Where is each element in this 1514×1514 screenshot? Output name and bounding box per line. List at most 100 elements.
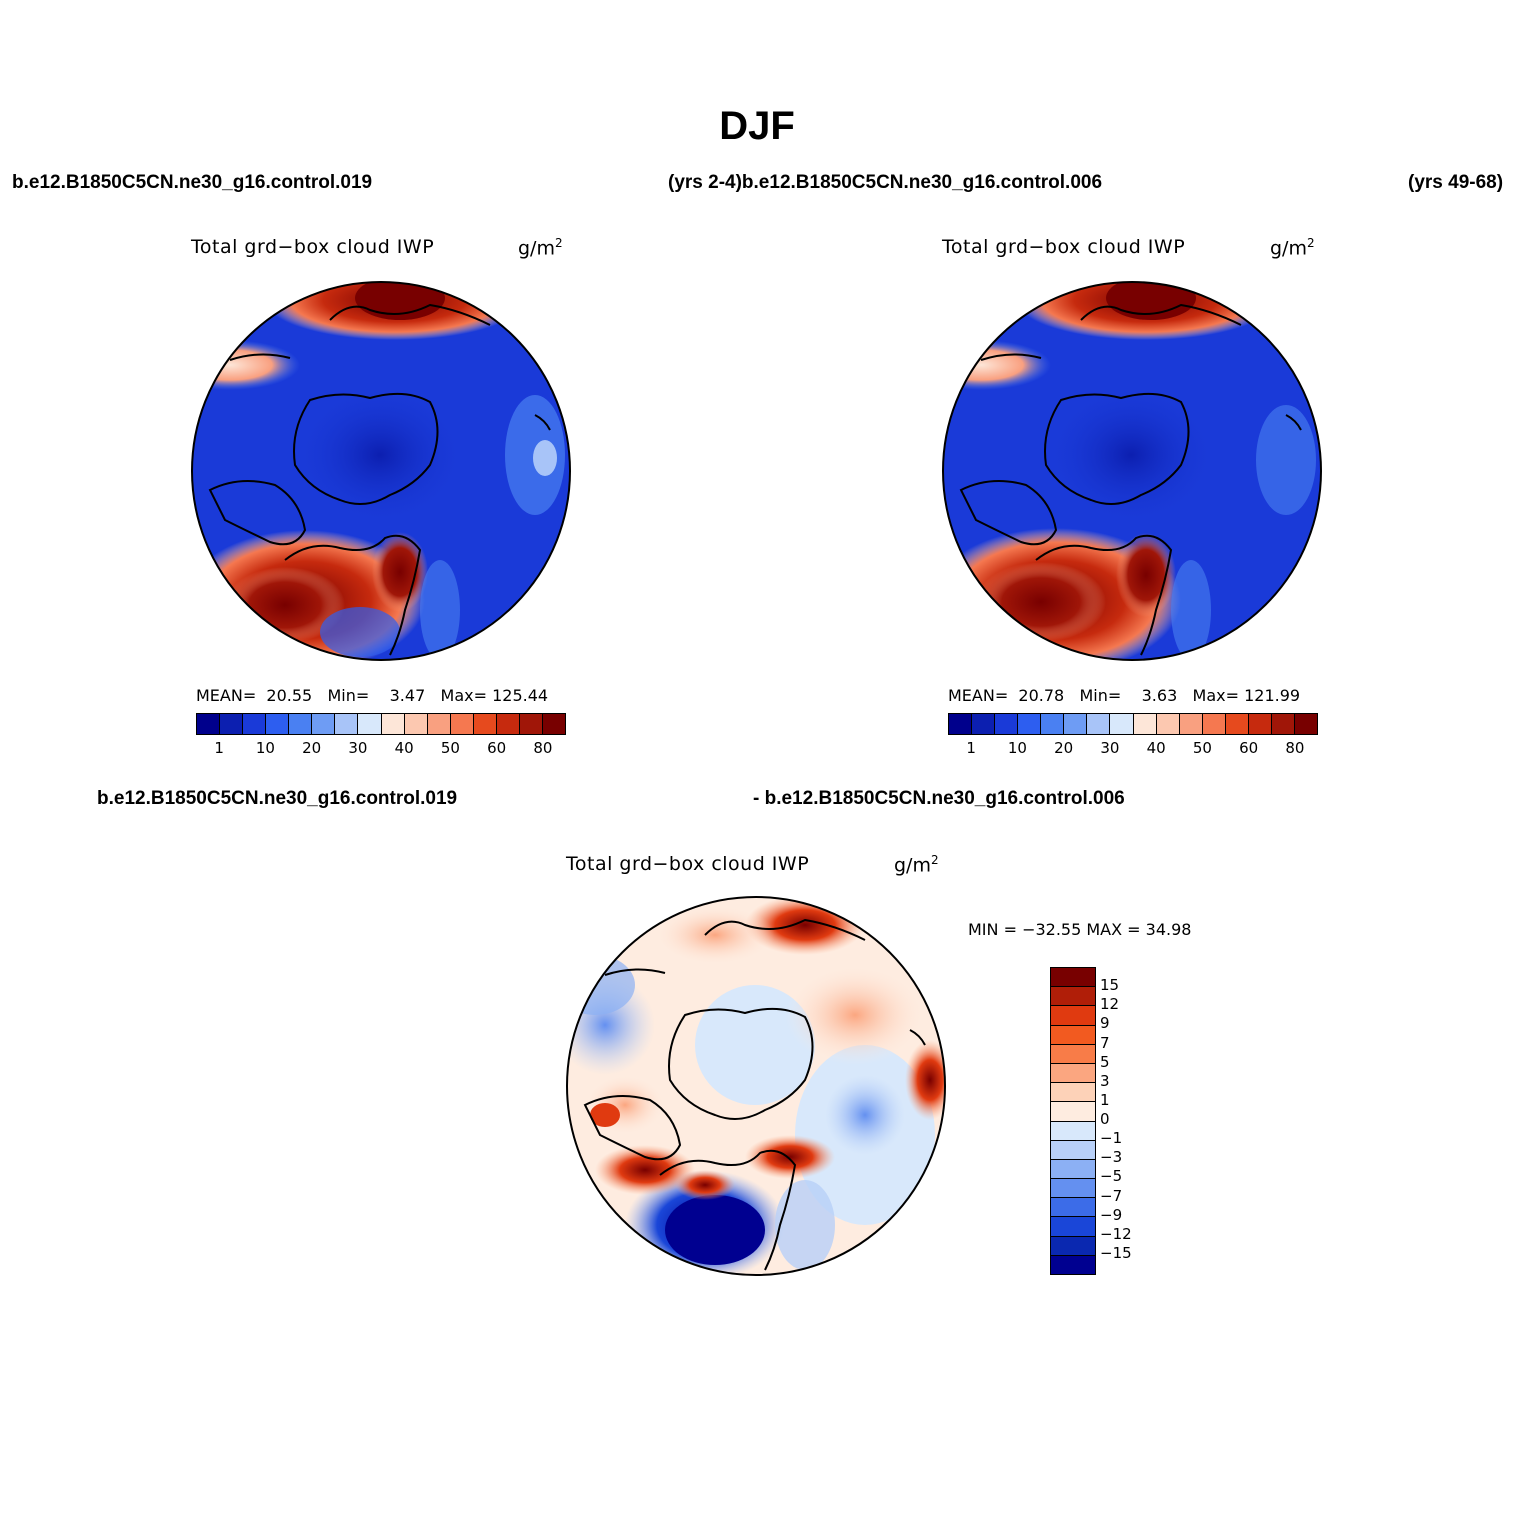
colorbar-tick-label: 20 (302, 739, 322, 757)
diff-stats: MIN = −32.55 MAX = 34.98 (968, 920, 1192, 939)
diff-case-a-label: b.e12.B1850C5CN.ne30_g16.control.019 (97, 788, 458, 809)
colorbar-swatch (1051, 968, 1095, 988)
colorbar-tick-label: −5 (1100, 1167, 1123, 1186)
diff-case-b-label: - b.e12.B1850C5CN.ne30_g16.control.006 (753, 788, 1125, 809)
colorbar-swatch (519, 714, 543, 734)
colorbar-swatch (1051, 1236, 1095, 1256)
colorbar-swatch (1051, 1025, 1095, 1045)
colorbar-swatch (1064, 714, 1088, 734)
colorbar-swatch (1156, 714, 1180, 734)
colorbar-tick-label: 50 (440, 739, 460, 757)
colorbar-swatch (1051, 1179, 1095, 1199)
panel-a-stats: MEAN= 20.55 Min= 3.47 Max= 125.44 (196, 686, 549, 705)
colorbar-swatch (1051, 987, 1095, 1007)
colorbar-swatch (949, 714, 973, 734)
case-b-label: b.e12.B1850C5CN.ne30_g16.control.006 (741, 172, 1103, 193)
colorbar-swatch (1179, 714, 1203, 734)
colorbar-swatch (1202, 714, 1226, 734)
colorbar-tick-label: −15 (1100, 1243, 1132, 1262)
colorbar-tick-label: 0 (1100, 1110, 1110, 1128)
colorbar-tick-label: 40 (1146, 739, 1166, 757)
colorbar-swatch (381, 714, 405, 734)
colorbar-swatch (1051, 1121, 1095, 1141)
panel-a-map (191, 281, 571, 661)
colorbar-tick-label: 40 (394, 739, 414, 757)
panel-a-colorbar (196, 713, 566, 735)
panel-b-units: g/m2 (1270, 236, 1315, 260)
years-a-label: (yrs 2-4) (668, 172, 742, 193)
colorbar-swatch (1051, 1255, 1095, 1274)
colorbar-tick-label: 80 (533, 739, 553, 757)
panel-b-title: Total grd−box cloud IWP (942, 236, 1186, 258)
top-right-years-label: (yrs 49-68) (1408, 172, 1504, 193)
panel-b-map (942, 281, 1322, 661)
colorbar-tick-label: 1 (966, 739, 976, 757)
colorbar-swatch (289, 714, 313, 734)
top-middle-label: (yrs 2-4)b.e12.B1850C5CN.ne30_g16.contro… (668, 172, 1102, 194)
colorbar-swatch (450, 714, 474, 734)
colorbar-swatch (1051, 1102, 1095, 1122)
figure-title: DJF (719, 104, 795, 148)
colorbar-swatch (1051, 1217, 1095, 1237)
diff-colorbar (1050, 967, 1096, 1275)
colorbar-swatch (972, 714, 996, 734)
colorbar-swatch (496, 714, 520, 734)
colorbar-swatch (1051, 1198, 1095, 1218)
colorbar-tick-label: 7 (1100, 1033, 1110, 1052)
colorbar-swatch (1041, 714, 1065, 734)
panel-b-colorbar (948, 713, 1318, 735)
colorbar-tick-label: 20 (1054, 739, 1074, 757)
colorbar-tick-label: 80 (1285, 739, 1305, 757)
colorbar-tick-label: 12 (1100, 995, 1120, 1014)
colorbar-tick-label: 60 (487, 739, 507, 757)
colorbar-swatch (1051, 1044, 1095, 1064)
colorbar-swatch (266, 714, 290, 734)
diff-panel-map (566, 896, 946, 1276)
colorbar-tick-label: 3 (1100, 1071, 1110, 1090)
panel-a-units: g/m2 (518, 236, 563, 260)
colorbar-swatch (1051, 1140, 1095, 1160)
colorbar-swatch (1087, 714, 1111, 734)
colorbar-tick-label: −7 (1100, 1186, 1123, 1205)
colorbar-tick-label: −12 (1100, 1224, 1132, 1243)
colorbar-swatch (1225, 714, 1249, 734)
diff-panel-units: g/m2 (894, 853, 939, 877)
colorbar-swatch (358, 714, 382, 734)
colorbar-swatch (473, 714, 497, 734)
colorbar-swatch (1051, 1006, 1095, 1026)
colorbar-swatch (1294, 714, 1317, 734)
colorbar-tick-label: 5 (1100, 1052, 1110, 1071)
colorbar-swatch (1133, 714, 1157, 734)
panel-b-stats: MEAN= 20.78 Min= 3.63 Max= 121.99 (948, 686, 1301, 705)
colorbar-tick-label: 9 (1100, 1014, 1110, 1033)
colorbar-tick-label: 1 (1100, 1090, 1110, 1109)
colorbar-swatch (1051, 1063, 1095, 1084)
colorbar-tick-label: 60 (1239, 739, 1259, 757)
colorbar-tick-label: 30 (348, 739, 368, 757)
colorbar-swatch (220, 714, 244, 734)
colorbar-swatch (1051, 1159, 1095, 1180)
top-left-case-label: b.e12.B1850C5CN.ne30_g16.control.019 (12, 172, 373, 193)
colorbar-swatch (1248, 714, 1272, 734)
colorbar-swatch (427, 714, 451, 734)
colorbar-tick-label: −1 (1100, 1129, 1123, 1148)
colorbar-swatch (1271, 714, 1295, 734)
panel-a-title: Total grd−box cloud IWP (191, 236, 435, 258)
colorbar-tick-label: 50 (1192, 739, 1212, 757)
colorbar-tick-label: 10 (255, 739, 275, 757)
colorbar-swatch (1110, 714, 1134, 734)
colorbar-tick-label: −3 (1100, 1148, 1123, 1167)
colorbar-swatch (1051, 1083, 1095, 1103)
colorbar-swatch (312, 714, 336, 734)
colorbar-swatch (1018, 714, 1042, 734)
colorbar-swatch (404, 714, 428, 734)
colorbar-tick-label: 1 (214, 739, 224, 757)
colorbar-swatch (197, 714, 221, 734)
colorbar-tick-label: −9 (1100, 1205, 1123, 1224)
colorbar-tick-label: 15 (1100, 976, 1120, 995)
colorbar-swatch (243, 714, 267, 734)
colorbar-tick-label: 30 (1100, 739, 1120, 757)
colorbar-swatch (335, 714, 359, 734)
diff-panel-title: Total grd−box cloud IWP (566, 853, 810, 875)
colorbar-tick-label: 10 (1007, 739, 1027, 757)
